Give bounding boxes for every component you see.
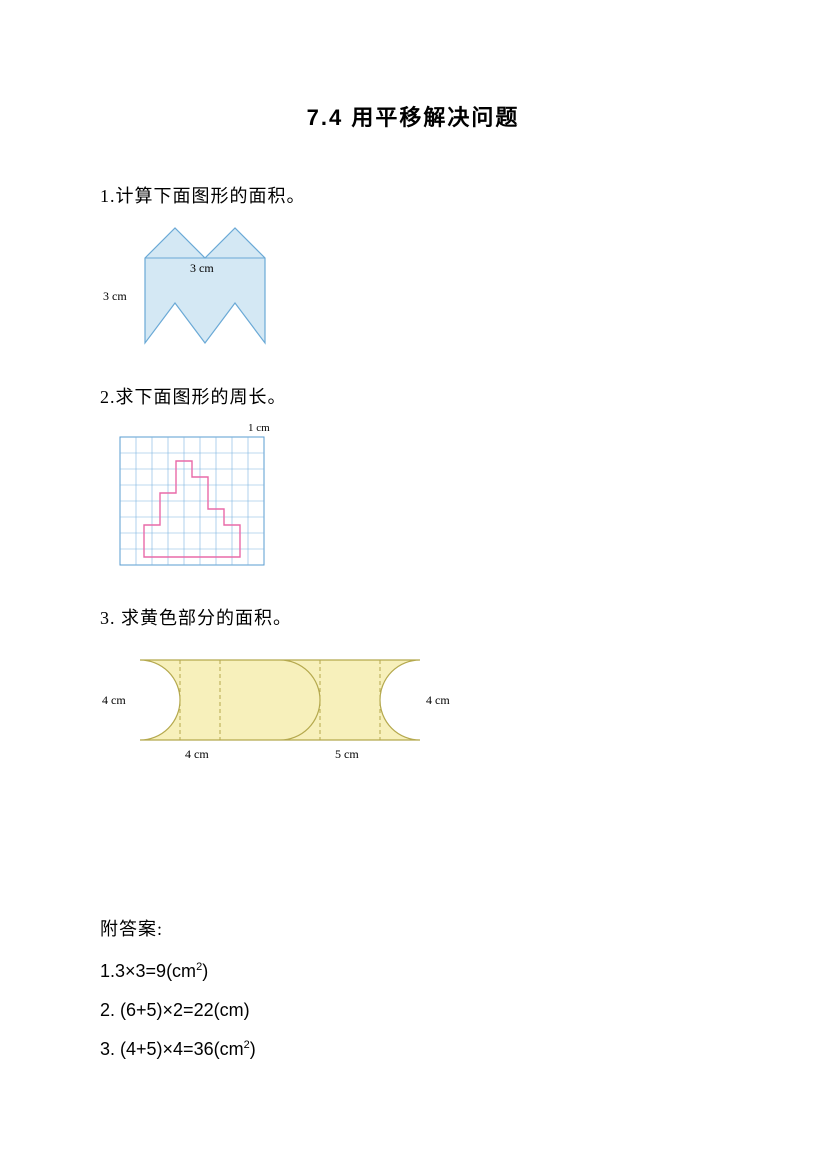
question-3: 3. 求黄色部分的面积。 xyxy=(100,604,726,630)
page-title: 7.4 用平移解决问题 xyxy=(100,100,726,132)
answer-3: 3. (4+5)×4=36(cm2) xyxy=(100,1039,726,1060)
question-1: 1.计算下面图形的面积。 xyxy=(100,182,726,208)
answer-3-suffix: ) xyxy=(250,1039,256,1059)
fig3-shape xyxy=(140,660,420,740)
fig1-shape xyxy=(145,228,265,343)
fig3-label-right: 4 cm xyxy=(426,693,450,707)
fig3-label-b2: 5 cm xyxy=(335,747,359,761)
answer-1-prefix: 1.3×3=9(cm xyxy=(100,961,196,981)
figure-3-svg: 4 cm 4 cm 4 cm 5 cm xyxy=(100,640,460,780)
fig2-label-top: 1 cm xyxy=(248,422,270,434)
question-2: 2.求下面图形的周长。 xyxy=(100,383,726,409)
figure-1: 3 cm 3 cm xyxy=(100,218,726,363)
fig1-label-inner: 3 cm xyxy=(190,261,214,275)
fig3-label-b1: 4 cm xyxy=(185,747,209,761)
answer-2: 2. (6+5)×2=22(cm) xyxy=(100,1000,726,1021)
answer-1-suffix: ) xyxy=(202,961,208,981)
figure-2: 1 cm xyxy=(100,419,726,584)
answer-1: 1.3×3=9(cm2) xyxy=(100,961,726,982)
fig3-label-left: 4 cm xyxy=(102,693,126,707)
figure-2-svg: 1 cm xyxy=(100,419,300,579)
figure-1-svg: 3 cm 3 cm xyxy=(100,218,310,358)
answer-3-prefix: 3. (4+5)×4=36(cm xyxy=(100,1039,244,1059)
answers-heading: 附答案: xyxy=(100,915,726,941)
fig1-label-left: 3 cm xyxy=(103,289,127,303)
figure-3: 4 cm 4 cm 4 cm 5 cm xyxy=(100,640,726,785)
